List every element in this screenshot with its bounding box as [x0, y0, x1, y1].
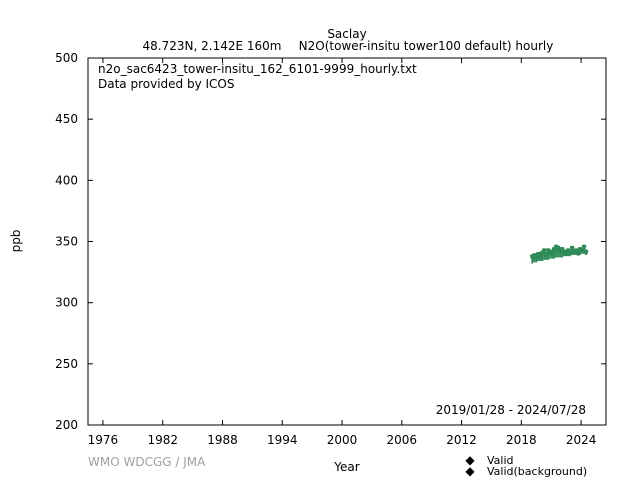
x-tick-label: 2012: [446, 433, 477, 447]
y-tick-label: 300: [55, 296, 78, 310]
x-axis-label: Year: [333, 460, 359, 474]
background-data-band: [553, 247, 556, 259]
chart-subtitle-series: N2O(tower-insitu tower100 default) hourl…: [299, 39, 554, 53]
background-data-band: [557, 246, 560, 258]
background-data-band: [541, 251, 544, 262]
y-axis-label: ppb: [9, 230, 23, 253]
legend: ◆ Valid ◆ Valid(background): [465, 453, 587, 478]
y-tick-label: 250: [55, 357, 78, 371]
x-tick-label: 2024: [566, 433, 597, 447]
background-data-point: [571, 245, 575, 249]
background-data-band: [547, 248, 550, 260]
background-data-point: [575, 248, 579, 252]
chart-title: Saclay: [327, 27, 366, 41]
x-tick-label: 1988: [207, 433, 238, 447]
y-tick-label: 500: [55, 51, 78, 65]
x-tick-label: 2000: [327, 433, 358, 447]
background-data-band: [561, 247, 564, 258]
plot-area: [87, 57, 607, 426]
x-axis: 1976 1982 1988 1994 2000 2006 2012 2018 2024: [88, 58, 597, 447]
y-tick-label: 400: [55, 173, 78, 187]
background-data-point: [583, 244, 587, 248]
background-data-band: [555, 245, 558, 258]
background-data-point: [561, 247, 565, 251]
legend-valid-label: Valid: [487, 454, 514, 467]
background-data-point: [547, 248, 551, 252]
file-name-label: n2o_sac6423_tower-insitu_162_6101-9999_h…: [98, 62, 417, 76]
x-tick-label: 2018: [506, 433, 537, 447]
x-tick-label: 2006: [387, 433, 418, 447]
data-marks: [530, 244, 589, 264]
legend-background-marker: ◆: [465, 464, 475, 478]
y-axis: 200 250 300 350 400 450 500: [55, 51, 606, 432]
legend-valid-marker: ◆: [465, 453, 475, 467]
y-tick-label: 350: [55, 235, 78, 249]
x-tick-label: 1976: [88, 433, 119, 447]
date-range-label: 2019/01/28 - 2024/07/28: [436, 403, 586, 417]
legend-background-label: Valid(background): [487, 465, 587, 478]
y-tick-label: 450: [55, 112, 78, 126]
x-tick-label: 1982: [147, 433, 178, 447]
provider-label: Data provided by ICOS: [98, 77, 234, 91]
credit-label: WMO WDCGG / JMA: [88, 455, 206, 469]
x-tick-label: 1994: [267, 433, 298, 447]
chart-subtitle-location: 48.723N, 2.142E 160m: [143, 39, 282, 53]
background-data-point: [585, 249, 589, 253]
background-data-point: [543, 248, 547, 252]
y-tick-label: 200: [55, 418, 78, 432]
background-data-point: [557, 245, 561, 249]
